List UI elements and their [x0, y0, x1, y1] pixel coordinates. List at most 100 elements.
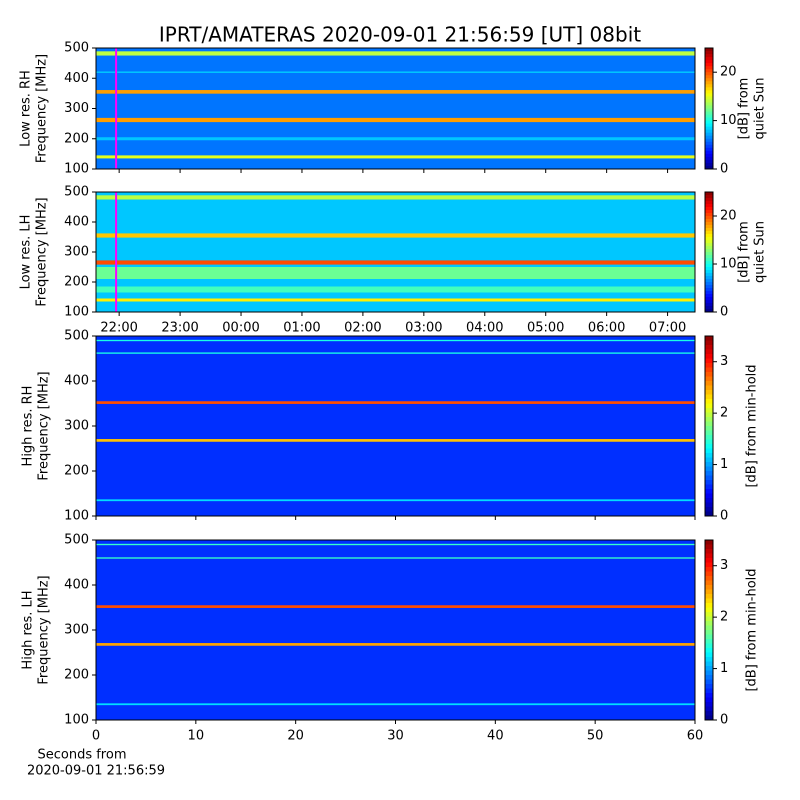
colorbar-segment — [705, 544, 713, 550]
colorbar-segment — [705, 66, 713, 70]
colorbar-segment — [705, 643, 713, 649]
x-tick-label: 07:00 — [649, 321, 686, 336]
colorbar-segment — [705, 417, 713, 422]
colorbar-segment — [705, 147, 713, 152]
colorbar-segment — [705, 120, 713, 125]
colorbar-segment — [705, 72, 713, 76]
colorbar-segment — [705, 138, 713, 143]
spectrogram-band — [96, 703, 695, 706]
colorbar-segment — [705, 87, 713, 91]
colorbar-segment — [705, 594, 713, 599]
colorbar-segment — [705, 234, 713, 238]
colorbar-frame — [704, 335, 714, 517]
colorbar-segment — [705, 603, 713, 608]
colorbar-segment — [705, 558, 713, 563]
y-tick-label: 100 — [64, 305, 89, 320]
colorbar-segment — [705, 273, 713, 277]
colorbar-tick-label: 1 — [720, 457, 728, 472]
colorbar-segment — [705, 498, 713, 503]
colorbar-segment — [705, 702, 713, 707]
colorbar-segment — [705, 697, 713, 703]
colorbar-tick-label: 1 — [720, 661, 728, 676]
colorbar-segment — [705, 670, 713, 676]
colorbar-segment — [705, 165, 713, 170]
x-tick-label: 10 — [188, 729, 205, 744]
colorbar-segment — [705, 453, 713, 458]
colorbar-segment — [705, 507, 713, 512]
colorbar-segment — [705, 648, 713, 653]
colorbar-segment — [705, 129, 713, 134]
colorbar-tick-label: 0 — [720, 509, 728, 524]
colorbar-segment — [705, 349, 713, 355]
colorbar-segment — [705, 679, 713, 685]
colorbar-segment — [705, 243, 713, 247]
colorbar-segment — [705, 354, 713, 359]
y-tick-label: 500 — [64, 329, 89, 344]
x-tick-label: 03:00 — [405, 321, 442, 336]
colorbar-segment — [705, 222, 713, 226]
colorbar-segment — [705, 657, 713, 662]
x-tick-label: 02:00 — [344, 321, 381, 336]
colorbar-segment — [705, 421, 713, 427]
colorbar-segment — [705, 394, 713, 400]
x-tick-label: 06:00 — [588, 321, 625, 336]
colorbar-segment — [705, 475, 713, 481]
colorbar-segment — [705, 493, 713, 499]
colorbar-segment — [705, 264, 713, 268]
colorbar-segment — [705, 216, 713, 220]
colorbar-segment — [705, 598, 713, 604]
spectrogram-band — [96, 71, 695, 73]
spectrogram-band — [96, 195, 695, 200]
colorbar-segment — [705, 502, 713, 508]
x-tick-label: 00:00 — [222, 321, 259, 336]
colorbar-segment — [705, 258, 713, 262]
colorbar-segment — [705, 195, 713, 199]
colorbar-segment — [705, 607, 713, 613]
y-axis-label: High res. LH — [21, 590, 36, 669]
colorbar-tick-label: 20 — [720, 65, 737, 80]
x-tick-label: 50 — [587, 729, 604, 744]
colorbar-segment — [705, 444, 713, 449]
colorbar-frame — [704, 47, 714, 170]
y-tick-label: 300 — [64, 623, 89, 638]
x-tick-label: 22:00 — [100, 321, 137, 336]
spectrogram-band — [96, 401, 695, 404]
colorbar-segment — [705, 715, 713, 721]
colorbar-frame — [704, 191, 714, 313]
colorbar-segment — [705, 300, 713, 304]
colorbar-segment — [705, 135, 713, 140]
colorbar-segment — [705, 207, 713, 211]
colorbar-segment — [705, 630, 713, 635]
colorbar-segment — [705, 96, 713, 100]
colorbar-segment — [705, 201, 713, 205]
y-tick-label: 500 — [64, 533, 89, 548]
y-tick-label: 300 — [64, 101, 89, 116]
y-tick-label: 400 — [64, 71, 89, 86]
y-axis-label: Frequency [MHz] — [37, 371, 52, 480]
colorbar-segment — [705, 345, 713, 350]
colorbar-label: quiet Sun — [753, 221, 768, 283]
colorbar-segment — [705, 403, 713, 409]
colorbar-segment — [705, 412, 713, 418]
spectrogram-band — [96, 233, 695, 238]
colorbar-tick-label: 3 — [720, 558, 728, 573]
colorbar-segment — [705, 270, 713, 274]
y-tick-label: 200 — [64, 668, 89, 683]
colorbar-segment — [705, 385, 713, 391]
x-tick-label: 23:00 — [161, 321, 198, 336]
spectrogram-band — [96, 557, 695, 559]
colorbar-segment — [705, 426, 713, 431]
colorbar-segment — [705, 376, 713, 382]
spectrogram-band — [96, 605, 695, 608]
colorbar-segment — [705, 108, 713, 113]
colorbar-segment — [705, 105, 713, 109]
colorbar-segment — [705, 60, 713, 64]
x-tick-label: 20 — [287, 729, 304, 744]
spectrogram-band — [96, 298, 695, 302]
colorbar-segment — [705, 576, 713, 581]
colorbar-segment — [705, 484, 713, 490]
colorbar-segment — [705, 54, 713, 58]
y-axis-label: Frequency [MHz] — [35, 197, 50, 306]
colorbar-segment — [705, 114, 713, 119]
